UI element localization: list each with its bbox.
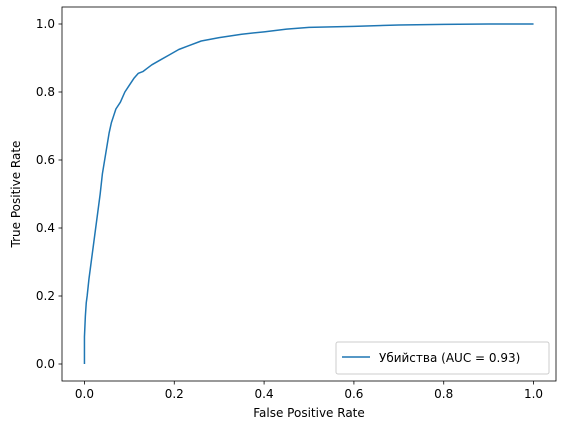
plot-area <box>83 23 534 364</box>
x-tick-label: 0.0 <box>75 387 94 401</box>
y-tick-label: 0.6 <box>36 153 55 167</box>
x-axis: 0.0 0.2 0.4 0.6 0.8 1.0 <box>75 381 543 401</box>
y-axis-label: True Positive Rate <box>9 141 23 249</box>
x-axis-label: False Positive Rate <box>253 406 365 420</box>
y-axis: 0.0 0.2 0.4 0.6 0.8 1.0 <box>36 17 62 371</box>
axes-frame <box>61 6 557 382</box>
y-tick-label: 0.4 <box>36 221 55 235</box>
y-tick-label: 0.8 <box>36 85 55 99</box>
x-tick-label: 0.6 <box>344 387 363 401</box>
y-tick-label: 0.0 <box>36 357 55 371</box>
y-tick-label: 1.0 <box>36 17 55 31</box>
legend-box <box>335 341 550 375</box>
y-tick-label: 0.2 <box>36 289 55 303</box>
x-tick-label: 1.0 <box>524 387 543 401</box>
legend: Убийства (AUC = 0.93) <box>335 341 550 375</box>
x-tick-label: 0.4 <box>255 387 274 401</box>
x-tick-label: 0.2 <box>165 387 184 401</box>
legend-entry: Убийства (AUC = 0.93) <box>379 351 520 365</box>
roc-curve-line <box>83 23 534 364</box>
x-tick-label: 0.8 <box>434 387 453 401</box>
